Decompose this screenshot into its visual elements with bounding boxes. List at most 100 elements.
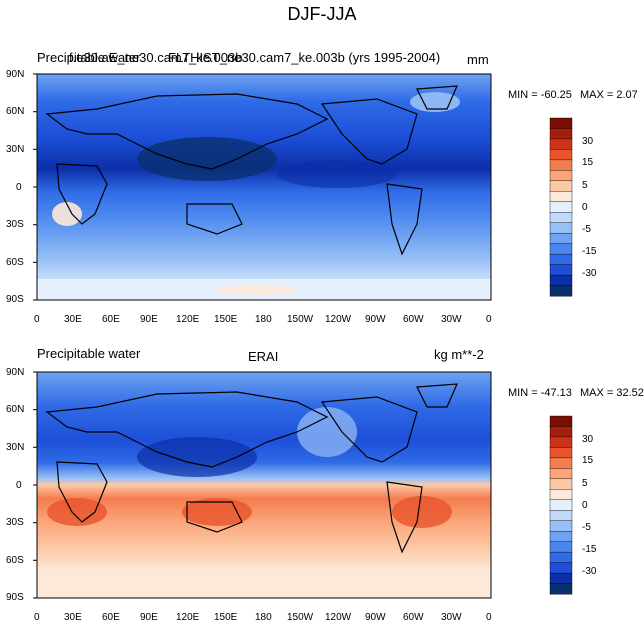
panel2-cbar-label-2: 15: [582, 455, 594, 466]
panel2-lat-label-1: 90N: [6, 367, 25, 378]
panel2-lat-label-6: 60S: [6, 555, 24, 566]
panel1-cbar-label-3: 5: [582, 180, 588, 191]
panel1-colorbar-box-3: [549, 138, 573, 150]
panel2-lat-label-7: 90S: [6, 592, 24, 603]
panel2-colorbar-box-13: [549, 541, 573, 553]
panel2-colorbar-box-3: [549, 436, 573, 448]
panel2-cbar-label-1: 30: [582, 434, 594, 445]
panel2-colorbar-box-15: [549, 562, 573, 574]
panel1-lon-label-12: 30W: [441, 314, 462, 325]
panel1-cbar-label-4: 0: [582, 202, 588, 213]
panel2-colorbar-box-4: [549, 447, 573, 459]
panel2-max-label: MAX = 32.52: [580, 387, 644, 399]
panel1-colorbar-boxes: [549, 117, 573, 297]
panel1-cbar-label-5: -5: [582, 224, 591, 235]
panel2-australia-max: [182, 498, 252, 526]
panel1-lon-label-6: 150E: [214, 314, 238, 325]
panel2-namerica: [297, 407, 357, 457]
panel2-lon-label-1: 0: [34, 612, 40, 623]
panel2-asia-minimum: [137, 437, 257, 477]
panel2-lon-label-8: 150W: [287, 612, 314, 623]
panel1-map: [33, 73, 492, 301]
panel1-lat-label-4: 0: [16, 182, 22, 193]
panel1-colorbar-box-10: [549, 212, 573, 224]
panel1-left-title: Precipitable water: [37, 50, 141, 65]
panel2-lon-label-9: 120W: [325, 612, 352, 623]
panel2-map: [33, 371, 492, 599]
panel2-lon-label-6: 150E: [214, 612, 238, 623]
panel2-lon-label-13: 0: [486, 612, 492, 623]
panel1-center-title: f.e30.aE_ne30.cam7_ke.003b: [69, 50, 243, 65]
panel1-lon-label-3: 60E: [102, 314, 120, 325]
panel2-colorbar-box-16: [549, 572, 573, 585]
panel1-colorbar-box-11: [549, 222, 573, 234]
panel2-lon-label-12: 30W: [441, 612, 462, 623]
panel1-cbar-label-2: 15: [582, 157, 594, 168]
panel1-colorbar-box-6: [549, 170, 573, 182]
panel1-cbar-label-1: 30: [582, 136, 594, 147]
figure-title: DJF-JJA: [287, 4, 357, 24]
panel2-cbar-label-6: -15: [582, 544, 597, 555]
panel2-lon-label-5: 120E: [176, 612, 200, 623]
panel1-colorbar-box-15: [549, 264, 573, 276]
panel1-lat-label-7: 90S: [6, 294, 24, 305]
panel1-lat-label-6: 60S: [6, 257, 24, 268]
panel1-colorbar-box-8: [549, 191, 573, 203]
panel2-field: [37, 372, 491, 598]
panel1-lat-tick-marks: [33, 73, 37, 301]
panel1-lat-label-5: 30S: [6, 219, 24, 230]
panel1-max-label: MAX = 2.07: [580, 89, 638, 101]
panel2-colorbar-box-7: [549, 478, 573, 490]
panel1-lon-label-8: 150W: [287, 314, 314, 325]
panel2-lon-label-11: 60W: [403, 612, 424, 623]
panel1-lon-label-7: 180: [255, 314, 272, 325]
panel2-lat-tick-marks: [33, 371, 37, 599]
panel2-lon-label-10: 90W: [365, 612, 386, 623]
panel1-africa-max: [52, 202, 82, 226]
panel1-units: mm: [467, 52, 489, 67]
panel2-cbar-label-7: -30: [582, 566, 597, 577]
panel1-overlay-title: FLTHIST_ne30.cam7_ke.003b (yrs 1995-2004…: [168, 50, 441, 65]
panel1-asia-minimum: [137, 137, 277, 181]
panel1-lon-label-13: 0: [486, 314, 492, 325]
panel2-coastlines: [45, 383, 458, 554]
panel2-lon-label-4: 90E: [140, 612, 158, 623]
panel1-colorbar-box-1: [549, 117, 573, 129]
panel1-colorbar-box-14: [549, 253, 573, 266]
panel2-cbar-label-4: 0: [582, 500, 588, 511]
panel2-lat-label-2: 60N: [6, 404, 25, 415]
panel1-lon-label-5: 120E: [176, 314, 200, 325]
panel1-cbar-label-6: -15: [582, 246, 597, 257]
panel1-lat-label-1: 90N: [6, 69, 25, 80]
panel2-lat-label-5: 30S: [6, 517, 24, 528]
panel1-lon-label-9: 120W: [325, 314, 352, 325]
panel2-center-title: ERAI: [248, 349, 279, 364]
panel1-lon-label-4: 90E: [140, 314, 158, 325]
panel1-colorbar-box-12: [549, 232, 573, 245]
panel1-colorbar-box-16: [549, 274, 573, 287]
panel2-left-title: Precipitable water: [37, 346, 141, 361]
panel1-colorbar-box-2: [549, 128, 573, 140]
panel1-colorbar-box-5: [549, 159, 573, 171]
panel1-lat-label-2: 60N: [6, 106, 25, 117]
panel2-cbar-label-5: -5: [582, 522, 591, 533]
panel2-lat-label-4: 0: [16, 480, 22, 491]
panel2-colorbar-boxes: [549, 415, 573, 595]
panel1-lat-label-3: 30N: [6, 144, 25, 155]
panel1-lon-label-10: 90W: [365, 314, 386, 325]
panel1-cbar-label-7: -30: [582, 268, 597, 279]
panel1-colorbar-box-17: [549, 285, 573, 297]
panel2-colorbar-box-14: [549, 551, 573, 564]
panel1-colorbar-box-4: [549, 149, 573, 161]
panel1-lon-label-1: 0: [34, 314, 40, 325]
panel1-coastlines: [45, 85, 458, 256]
panel2-units: kg m**-2: [434, 347, 484, 362]
panel2-lon-label-3: 60E: [102, 612, 120, 623]
panel2-colorbar-box-8: [549, 489, 573, 501]
panel2-colorbar-box-12: [549, 530, 573, 543]
panel2-colorbar-box-2: [549, 426, 573, 438]
panel1-lon-label-11: 60W: [403, 314, 424, 325]
panel1-colorbar: [549, 117, 573, 297]
panel2-lat-label-3: 30N: [6, 442, 25, 453]
panel2-colorbar-box-1: [549, 415, 573, 427]
